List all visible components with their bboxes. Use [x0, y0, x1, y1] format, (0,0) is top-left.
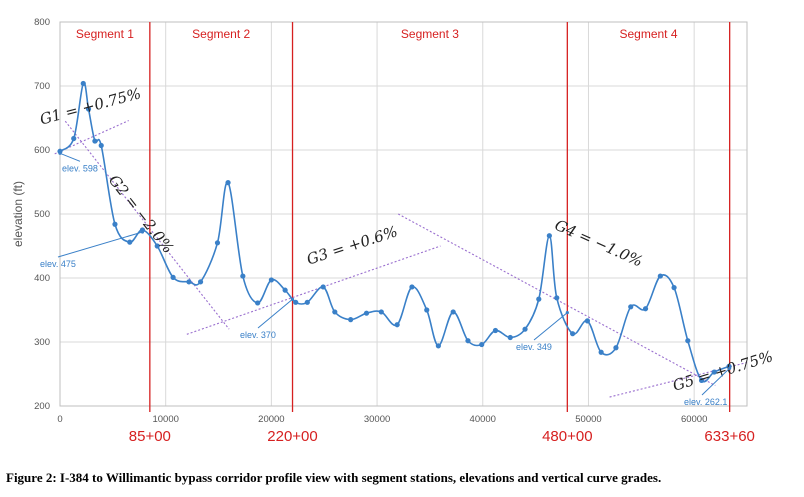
x-tick-label: 0: [57, 414, 62, 425]
elevation-label: elev. 598: [62, 163, 98, 173]
x-tick-label: 10000: [152, 414, 178, 425]
data-point: [154, 243, 160, 249]
labels: G1 = +0.75%G2 = −2.0% G3 = +0.6% G4 = −1.0…: [38, 27, 775, 445]
data-point: [240, 273, 246, 279]
x-tick-label: 60000: [681, 414, 707, 425]
segment-label: Segment 2: [192, 27, 250, 41]
station-label: 480+00: [542, 428, 592, 445]
x-tick-label: 20000: [258, 414, 284, 425]
elevation-label: elev. 262.1: [684, 397, 727, 407]
data-point: [554, 295, 560, 301]
data-point: [85, 106, 92, 112]
y-tick-label: 300: [34, 337, 50, 348]
data-point: [186, 279, 192, 285]
y-tick-label: 700: [34, 81, 50, 92]
data-point: [570, 331, 576, 337]
elevation-arrowhead: [290, 297, 295, 301]
elevation-label: elev. 370: [240, 330, 276, 340]
y-tick-label: 600: [34, 145, 50, 156]
data-point: [685, 338, 691, 344]
grade-label: G5 = +0.75%: [671, 347, 776, 395]
data-point: [628, 304, 634, 310]
data-point: [613, 345, 619, 351]
data-point: [378, 309, 384, 315]
data-point: [255, 300, 261, 306]
grade-label: G4 = −1.0%: [552, 216, 645, 271]
station-lines: [149, 22, 731, 412]
data-point: [435, 343, 441, 349]
data-point: [536, 296, 542, 302]
data-point: [282, 287, 288, 293]
data-point: [320, 284, 326, 290]
elevation-arrow: [533, 312, 568, 341]
data-point: [465, 338, 471, 344]
data-point: [98, 142, 104, 149]
data-point: [363, 310, 370, 316]
station-label: 633+60: [704, 428, 754, 445]
data-point: [304, 299, 310, 305]
data-point: [80, 80, 86, 87]
data-point: [225, 180, 231, 186]
data-point: [214, 240, 221, 246]
grade-line: [64, 120, 230, 330]
data-point: [657, 273, 663, 279]
x-tick-label: 50000: [575, 414, 601, 425]
elevation-arrowhead: [140, 230, 145, 234]
data-point: [584, 318, 591, 324]
grid: [59, 21, 748, 407]
elevation-label: elev. 475: [40, 259, 76, 269]
data-point: [409, 284, 415, 290]
data-point: [671, 285, 677, 291]
grade-line: [186, 245, 441, 335]
data-point: [197, 279, 204, 285]
data-point: [127, 239, 133, 245]
elevation-arrowhead: [728, 366, 732, 370]
elevation-label: elev. 349: [516, 342, 552, 352]
data-point: [507, 334, 513, 341]
data-point: [394, 322, 400, 328]
elevation-arrow: [257, 298, 293, 329]
data-point: [348, 317, 354, 323]
data-point: [268, 277, 274, 283]
data-point: [711, 369, 717, 375]
grade-label: G3 = +0.6%: [304, 222, 399, 268]
data-point: [92, 138, 98, 144]
data-point: [424, 307, 430, 313]
data-point: [492, 327, 499, 334]
data-point: [293, 299, 299, 305]
y-tick-label: 500: [34, 209, 50, 220]
elevation-arrow: [59, 152, 81, 162]
data-point: [546, 233, 552, 239]
y-tick-label: 200: [34, 401, 50, 412]
data-point: [332, 309, 338, 315]
data-point: [112, 221, 118, 227]
y-tick-label: 800: [34, 17, 50, 28]
y-tick-label: 400: [34, 273, 50, 284]
data-point: [170, 274, 176, 280]
elevation-arrow: [701, 367, 731, 396]
segment-label: Segment 1: [76, 27, 134, 41]
elevation-arrow: [57, 231, 143, 258]
data-point: [642, 306, 649, 312]
station-label: 220+00: [267, 428, 317, 445]
x-tick-label: 30000: [364, 414, 390, 425]
data-point: [450, 309, 456, 315]
data-point: [479, 341, 485, 348]
figure-caption: Figure 2: I-384 to Willimantic bypass co…: [6, 470, 662, 485]
data-point: [522, 326, 528, 332]
data-point: [598, 349, 604, 355]
x-tick-label: 40000: [470, 414, 496, 425]
axes: 200 300 400 500 600 700 800 0 10000 20000 30000 400…: [11, 17, 707, 425]
data-point: [698, 377, 705, 383]
station-label: 85+00: [129, 428, 171, 445]
elevation-arrowhead: [565, 311, 569, 315]
y-axis-title: elevation (ft): [11, 181, 25, 247]
elevation-arrowhead: [58, 151, 62, 155]
segment-label: Segment 4: [619, 27, 677, 41]
segment-label: Segment 3: [401, 27, 459, 41]
profile-chart: 200 300 400 500 600 700 800 0 10000 20000 30000 400…: [11, 17, 775, 445]
data-point: [71, 135, 77, 142]
plot-border: [59, 21, 748, 407]
